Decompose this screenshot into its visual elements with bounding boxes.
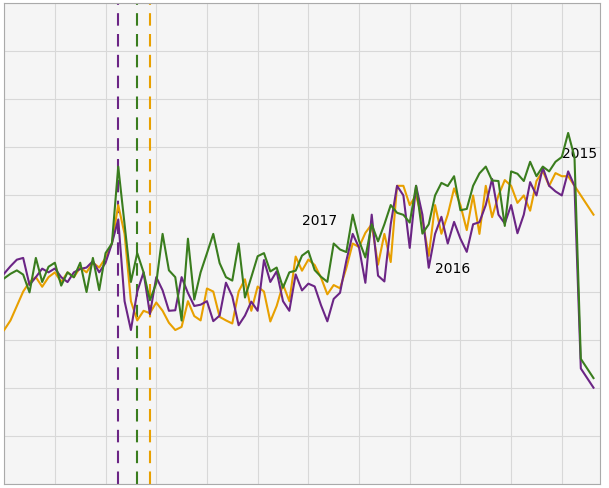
- Text: 2017: 2017: [302, 214, 337, 228]
- Text: 2016: 2016: [435, 262, 470, 276]
- Text: 2015: 2015: [562, 147, 597, 161]
